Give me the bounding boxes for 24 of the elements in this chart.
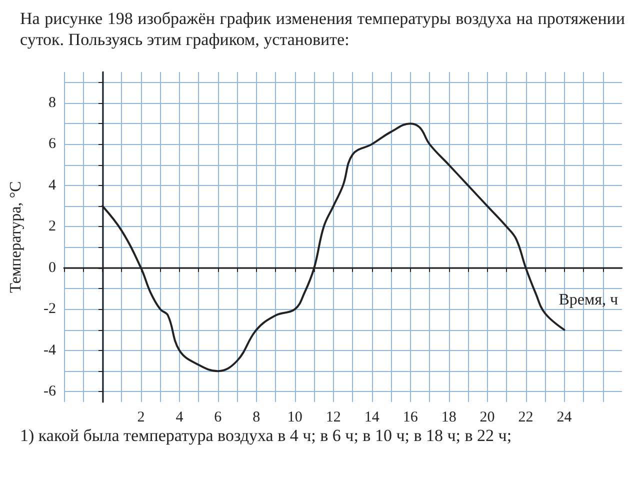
text: 1) какой была температура воздуха в 4 ч; в 6 ч; в 10 ч; в 18 ч; в 22 ч; [20,426,513,446]
x-tick-label: 12 [326,410,341,426]
x-tick-label: 24 [556,410,572,426]
x-tick-label: 4 [176,410,184,426]
x-tick-label: 6 [214,410,222,426]
y-tick-label: -2 [44,301,56,318]
y-tick-label: 0 [48,260,56,276]
y-tick-label: 4 [48,177,56,194]
x-axis-title: Время, ч [558,291,618,308]
x-tick-label: 2 [137,410,145,426]
y-tick-label: 6 [48,136,56,152]
x-tick-label: 14 [364,410,380,426]
x-tick-label: 10 [287,410,302,426]
y-tick-label: -4 [44,342,56,358]
y-tick-label: 8 [48,94,56,111]
x-tick-label: 18 [441,410,456,426]
x-tick-label: 22 [518,410,534,426]
y-tick-label: -6 [44,384,56,400]
chart-title: На рисунке 198 изображён график изменения температуры воздуха на протяжении суток. Пользуясь этим графиком, установите: [20,8,625,50]
y-axis-title: Температура, °C [8,181,24,293]
x-tick-label: 16 [402,410,418,426]
x-tick-label: 20 [480,410,495,426]
x-tick-label: 8 [252,410,260,426]
y-tick-label: 2 [48,218,56,235]
